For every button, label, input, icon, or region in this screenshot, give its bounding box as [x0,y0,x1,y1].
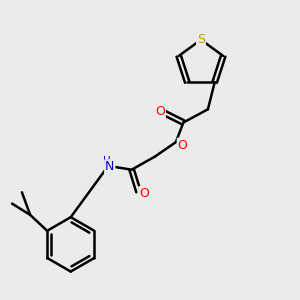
Text: O: O [178,139,188,152]
Text: O: O [139,187,149,200]
Text: H: H [103,156,111,167]
Text: N: N [105,160,115,173]
Text: S: S [197,33,205,46]
Text: O: O [155,105,165,118]
